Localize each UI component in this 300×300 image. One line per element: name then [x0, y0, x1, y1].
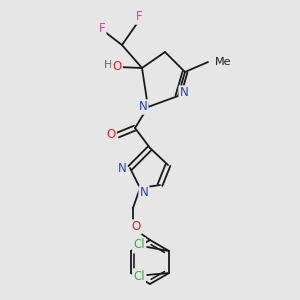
Text: F: F: [136, 11, 142, 23]
Text: N: N: [139, 100, 147, 113]
Text: Cl: Cl: [133, 269, 145, 283]
Text: F: F: [99, 22, 105, 34]
Text: O: O: [112, 59, 122, 73]
Text: N: N: [118, 161, 126, 175]
Text: N: N: [180, 86, 188, 100]
Text: O: O: [131, 220, 141, 233]
Text: Me: Me: [215, 57, 232, 67]
Text: H: H: [104, 60, 112, 70]
Text: N: N: [140, 187, 148, 200]
Text: O: O: [106, 128, 116, 140]
Text: Cl: Cl: [133, 238, 145, 251]
